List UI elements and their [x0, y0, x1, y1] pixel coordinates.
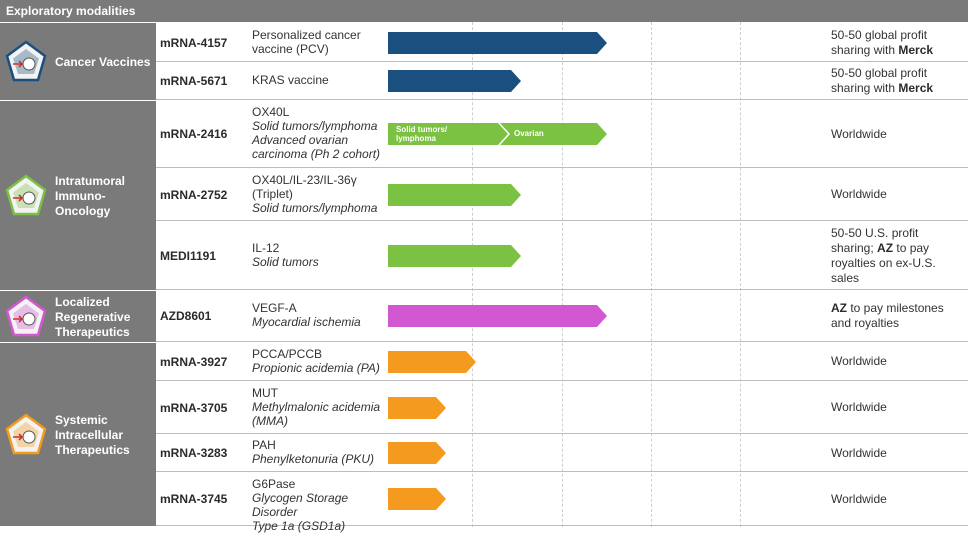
indication-text: carcinoma (Ph 2 cohort) — [252, 147, 381, 161]
indication-text: Methylmalonic acidemia — [252, 399, 381, 414]
target-text: IL-12 — [252, 240, 280, 255]
modality-label: Localized Regenerative Therapeutics — [55, 294, 131, 339]
partnership-text: 50-50 U.S. profit sharing; AZ to pay royal… — [831, 225, 936, 285]
program-description: OX40L/IL-23/IL-36γ (Triplet) Solid tumors/… — [252, 173, 392, 215]
program-code: mRNA-3705 — [160, 400, 228, 415]
cancer-vaccine-icon — [5, 40, 47, 82]
program-description: KRAS vaccine — [252, 73, 392, 87]
target-text: PAH — [252, 438, 276, 452]
program-code: mRNA-2416 — [160, 127, 228, 141]
row-divider — [156, 341, 968, 342]
indication-text: Solid tumors/lymphoma — [252, 119, 378, 133]
stage-progress-bar — [388, 32, 607, 54]
row-divider — [156, 220, 968, 221]
stage-progress-bar — [388, 244, 521, 267]
partnership-text: 50-50 global profit sharing with Merck — [831, 66, 934, 95]
program-code: MEDI1191 — [160, 248, 217, 263]
row-divider — [156, 99, 968, 100]
program-description: OX40L Solid tumors/lymphoma Advanced ovari… — [252, 105, 392, 161]
partnership-text: Worldwide — [831, 187, 887, 201]
target-text: MUT — [252, 385, 278, 400]
target-text: OX40L — [252, 105, 290, 119]
program-code: AZD8601 — [160, 309, 212, 323]
partnership-text: Worldwide — [831, 400, 887, 414]
segment-label: Ovarian — [514, 129, 544, 138]
program-code: mRNA-2752 — [160, 187, 228, 202]
row-divider — [156, 380, 968, 381]
partnership-text: Worldwide — [831, 354, 887, 368]
indication-text: Propionic acidemia (PA) — [252, 360, 380, 375]
row-divider — [156, 525, 968, 526]
stage-progress-bar — [388, 442, 446, 464]
modality-cell-1: Cancer Vaccines — [0, 22, 156, 100]
target-text: Personalized cancer — [252, 28, 361, 42]
partnership-text: Worldwide — [831, 491, 887, 506]
program-description: PAH Phenylketonuria (PKU) — [252, 438, 392, 466]
section-header: Exploratory modalities — [0, 0, 968, 22]
indication-text: Type 1a (GSD1a) — [252, 519, 346, 533]
program-code: mRNA-5671 — [160, 74, 228, 88]
row-divider — [156, 433, 968, 434]
program-description: VEGF-A Myocardial ischemia — [252, 301, 392, 329]
partnership-text: 50-50 global profit sharing with Merck — [831, 28, 934, 57]
stage-gridline — [562, 22, 563, 527]
indication-text: Glycogen Storage Disorder — [252, 491, 349, 519]
modality-cell-2: Intratumoral Immuno-Oncology — [0, 100, 156, 290]
partnership-text: Worldwide — [831, 445, 887, 460]
target-text: vaccine (PCV) — [252, 42, 329, 56]
indication-text: Myocardial ischemia — [252, 315, 361, 329]
target-text: G6Pase — [252, 477, 296, 491]
row-divider — [156, 61, 968, 62]
program-code: mRNA-3283 — [160, 446, 228, 460]
program-description: MUT Methylmalonic acidemia (MMA) — [252, 386, 392, 428]
immuno-oncology-icon — [5, 174, 47, 216]
stage-progress-bar — [388, 70, 521, 92]
program-description: Personalized cancer vaccine (PCV) — [252, 28, 392, 56]
row-divider — [156, 289, 968, 290]
program-description: G6Pase Glycogen Storage Disorder Type 1a (… — [252, 477, 392, 533]
segment-label: Solid tumors/ lymphoma — [396, 125, 448, 143]
program-code: mRNA-3745 — [160, 492, 228, 506]
stage-progress-bar — [388, 123, 607, 145]
stage-segment — [388, 123, 508, 145]
indication-text: Advanced ovarian — [252, 133, 349, 147]
stage-gridline — [472, 22, 473, 527]
indication-text: Phenylketonuria (PKU) — [252, 452, 375, 466]
modality-label: Cancer Vaccines — [55, 54, 151, 69]
modality-cell-4: Systemic Intracellular Therapeutics — [0, 342, 156, 526]
row-divider — [156, 471, 968, 472]
target-text: VEGF-A — [252, 301, 297, 315]
program-code: mRNA-3927 — [160, 354, 228, 369]
stage-progress-bar — [388, 488, 446, 510]
row-divider — [156, 167, 968, 168]
stage-progress-bar — [388, 396, 446, 419]
target-text: KRAS vaccine — [252, 73, 329, 87]
program-code: mRNA-4157 — [160, 36, 228, 50]
program-description: PCCA/PCCB Propionic acidemia (PA) — [252, 347, 392, 375]
regenerative-icon — [5, 295, 47, 337]
partnership-text: AZ to pay milestones and royalties — [831, 301, 944, 330]
partnership-text: Worldwide — [831, 126, 887, 141]
indication-text: (MMA) — [252, 413, 288, 428]
stage-segment — [500, 123, 607, 145]
modality-cell-3: Localized Regenerative Therapeutics — [0, 290, 156, 342]
stage-progress-bar — [388, 350, 476, 373]
modality-label: Systemic Intracellular Therapeutics — [55, 412, 130, 457]
indication-text: Solid tumors/lymphoma — [252, 200, 378, 215]
modality-label: Intratumoral Immuno-Oncology — [55, 173, 126, 218]
target-text: PCCA/PCCB — [252, 346, 323, 361]
stage-progress-bar — [388, 305, 607, 327]
program-description: IL-12 Solid tumors — [252, 241, 392, 269]
indication-text: Solid tumors — [252, 254, 319, 269]
target-text: (Triplet) — [252, 186, 293, 201]
intracellular-icon — [5, 413, 47, 455]
stage-gridline — [740, 22, 741, 527]
stage-progress-bar — [388, 183, 521, 206]
stage-gridline — [651, 22, 652, 527]
target-text: OX40L/IL-23/IL-36γ — [252, 172, 357, 187]
